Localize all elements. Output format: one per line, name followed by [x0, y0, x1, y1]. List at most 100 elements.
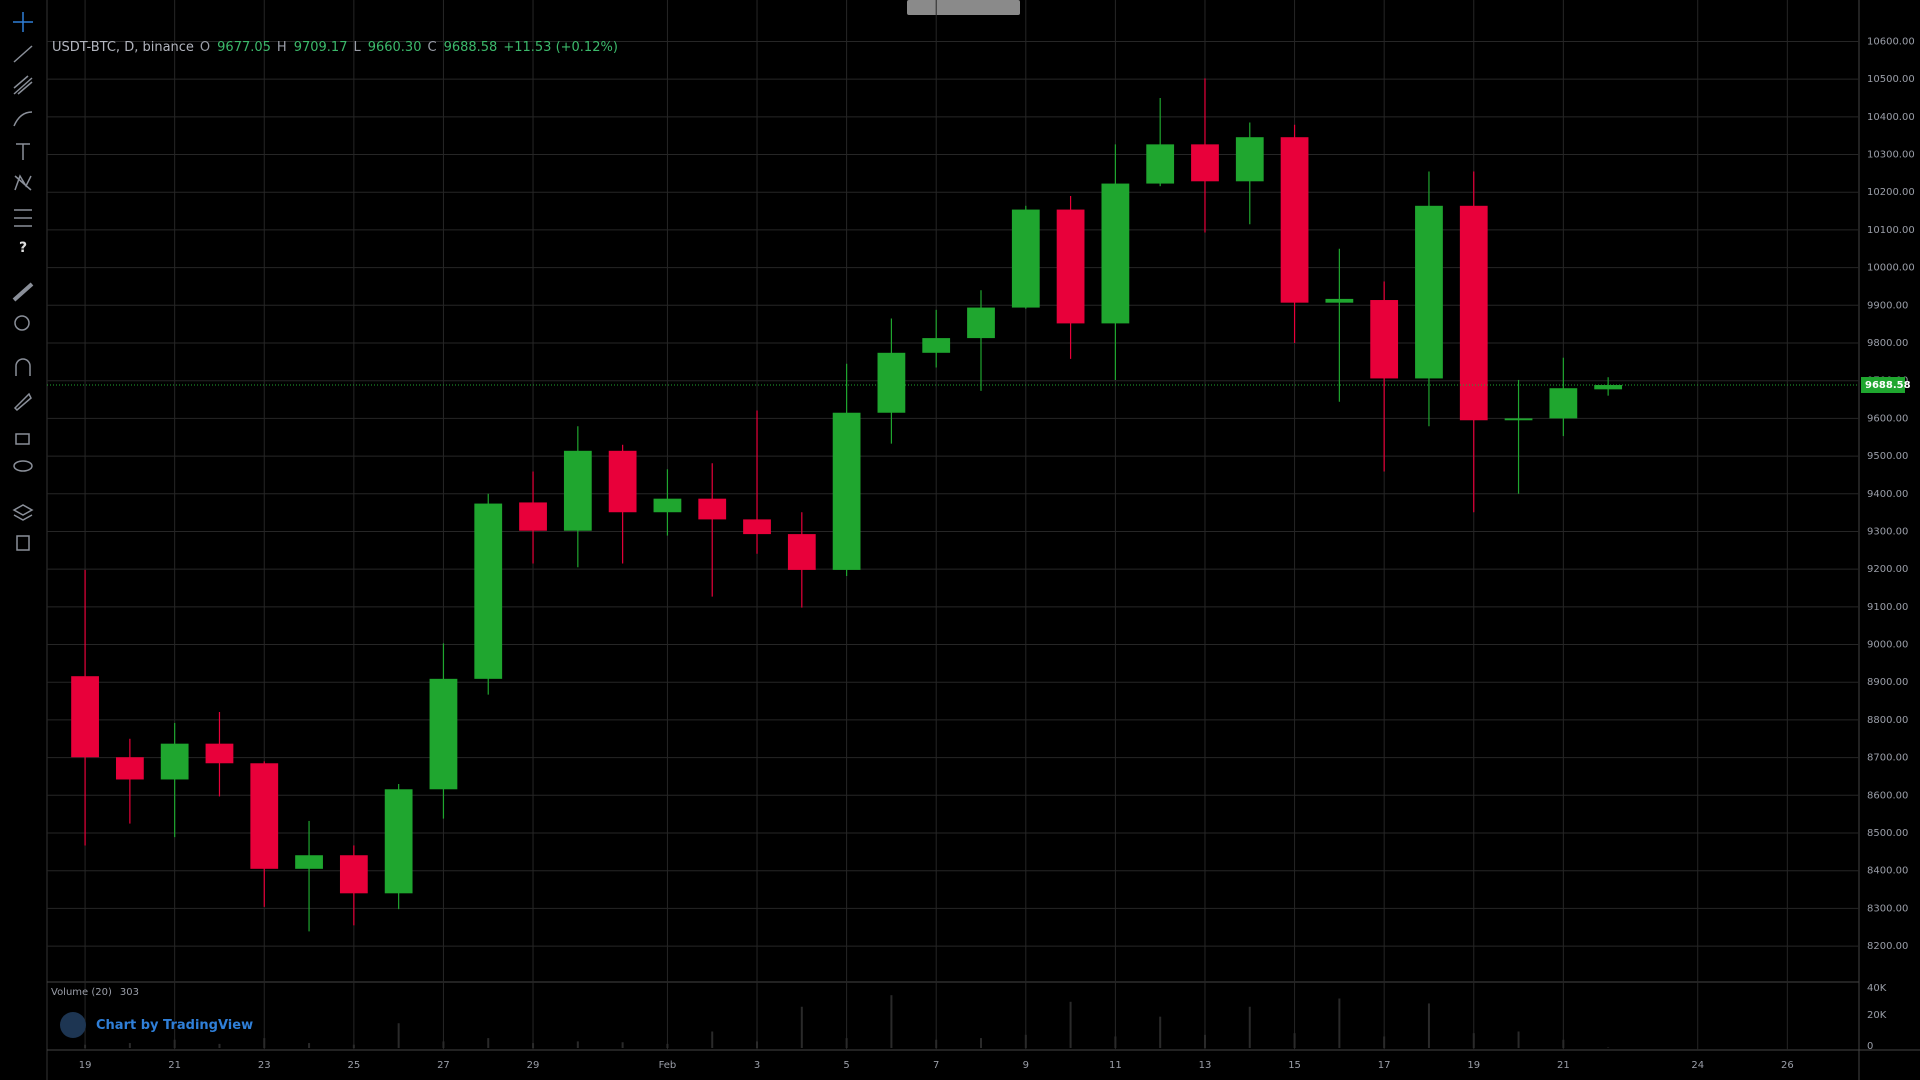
y-tick-label: 10200.00 — [1867, 187, 1915, 198]
pattern-tool[interactable] — [14, 174, 32, 191]
brush-tool[interactable] — [13, 111, 33, 127]
candle-body — [1011, 209, 1040, 308]
candle-body — [1280, 137, 1309, 303]
y-tick-label: 9200.00 — [1867, 564, 1908, 575]
candle-body — [339, 855, 368, 894]
volume-bar — [352, 1044, 355, 1048]
trend-line-tool[interactable] — [13, 45, 33, 63]
lock-draw-tool[interactable] — [13, 392, 32, 412]
candle-body — [160, 743, 189, 780]
x-tick-label: 21 — [168, 1060, 181, 1071]
toolbar: ? — [12, 12, 34, 551]
volume-bar — [84, 1044, 87, 1048]
trash-tool[interactable] — [16, 535, 30, 551]
volume-bar — [935, 1039, 938, 1048]
ohlc-prefix: L — [353, 40, 361, 55]
x-tick-label: 21 — [1557, 1060, 1570, 1071]
candle-body — [1101, 183, 1130, 324]
y-tick-label: 8200.00 — [1867, 941, 1908, 952]
candle-body — [743, 519, 771, 535]
volume-bar — [1338, 998, 1341, 1048]
x-tick-label: 15 — [1288, 1060, 1301, 1071]
candle-body — [1056, 209, 1085, 324]
visibility-tool[interactable] — [13, 460, 33, 472]
ohlc-value: 9677.05 — [217, 40, 271, 55]
candle-body — [1370, 300, 1399, 379]
volume-bar — [442, 1041, 445, 1048]
candle-body — [474, 503, 503, 679]
volume-bar — [308, 1043, 311, 1048]
candle-body — [967, 307, 995, 339]
candle-body — [1504, 418, 1533, 421]
candle-body — [295, 855, 323, 869]
prediction-tool[interactable] — [14, 209, 32, 227]
candle-body — [608, 450, 637, 513]
x-tick-label: Feb — [659, 1060, 677, 1071]
volume-bar — [621, 1042, 624, 1048]
volume-tick-label: 0 — [1867, 1041, 1873, 1052]
symbol-title[interactable]: USDT-BTC, D, binance — [52, 40, 194, 55]
candle-body — [1459, 205, 1488, 421]
y-tick-label: 10500.00 — [1867, 74, 1915, 85]
y-tick-label: 9400.00 — [1867, 489, 1908, 500]
volume-bar — [1203, 1034, 1206, 1048]
x-tick-label: 27 — [437, 1060, 450, 1071]
x-tick-label: 26 — [1781, 1060, 1794, 1071]
volume-bar — [1024, 1034, 1027, 1048]
volume-bar — [173, 1039, 176, 1048]
volume-bar — [666, 1043, 669, 1048]
volume-bar — [800, 1006, 803, 1048]
x-tick-label: 11 — [1109, 1060, 1122, 1071]
candle-body — [653, 498, 682, 513]
volume-bar — [845, 1038, 848, 1048]
x-tick-label: 9 — [1023, 1060, 1029, 1071]
y-tick-label: 9600.00 — [1867, 413, 1908, 424]
candle-body — [250, 763, 279, 869]
volume-bar — [487, 1038, 490, 1048]
volume-bar — [1517, 1031, 1520, 1048]
candle-body — [1549, 388, 1578, 419]
x-tick-label: 7 — [933, 1060, 939, 1071]
candle-body — [1415, 205, 1443, 379]
candle-body — [1325, 298, 1354, 303]
candle-body — [1191, 144, 1219, 182]
x-tick-label: 23 — [258, 1060, 271, 1071]
top-handle[interactable] — [907, 0, 1020, 15]
candle-body — [1594, 384, 1623, 390]
y-tick-label: 10000.00 — [1867, 263, 1915, 274]
help-icon[interactable]: ? — [19, 240, 27, 256]
volume-bar — [1159, 1016, 1162, 1048]
x-tick-label: 5 — [843, 1060, 849, 1071]
ohlc-prefix: C — [427, 40, 437, 55]
y-tick-label: 10300.00 — [1867, 150, 1915, 161]
candle-body — [429, 678, 458, 790]
zoom-tool[interactable] — [14, 315, 30, 331]
volume-tick-label: 40K — [1867, 983, 1887, 994]
lock-tool[interactable] — [15, 433, 30, 445]
text-tool[interactable] — [16, 143, 30, 160]
watermark[interactable]: Chart by TradingView — [60, 1012, 253, 1038]
volume-bar — [890, 995, 893, 1048]
x-tick-label: 29 — [527, 1060, 540, 1071]
candle-body — [877, 352, 906, 413]
y-tick-label: 9500.00 — [1867, 451, 1908, 462]
y-tick-label: 9000.00 — [1867, 640, 1908, 651]
y-tick-label: 8700.00 — [1867, 753, 1908, 764]
volume-bar — [1607, 1047, 1610, 1048]
ruler-tool[interactable] — [12, 282, 34, 302]
volume-title[interactable]: Volume (20) — [51, 987, 112, 998]
crosshair-tool[interactable] — [13, 12, 33, 32]
volume-tick-label: 20K — [1867, 1010, 1887, 1021]
layers-tool[interactable] — [12, 504, 34, 521]
volume-bar — [1472, 1033, 1475, 1048]
x-tick-label: 25 — [347, 1060, 360, 1071]
watermark-text: Chart by TradingView — [96, 1017, 254, 1033]
candle-body — [832, 412, 861, 570]
y-tick-label: 10100.00 — [1867, 225, 1915, 236]
y-tick-label: 8400.00 — [1867, 866, 1908, 877]
fib-tool[interactable] — [13, 75, 33, 95]
magnet-tool[interactable] — [15, 358, 31, 376]
